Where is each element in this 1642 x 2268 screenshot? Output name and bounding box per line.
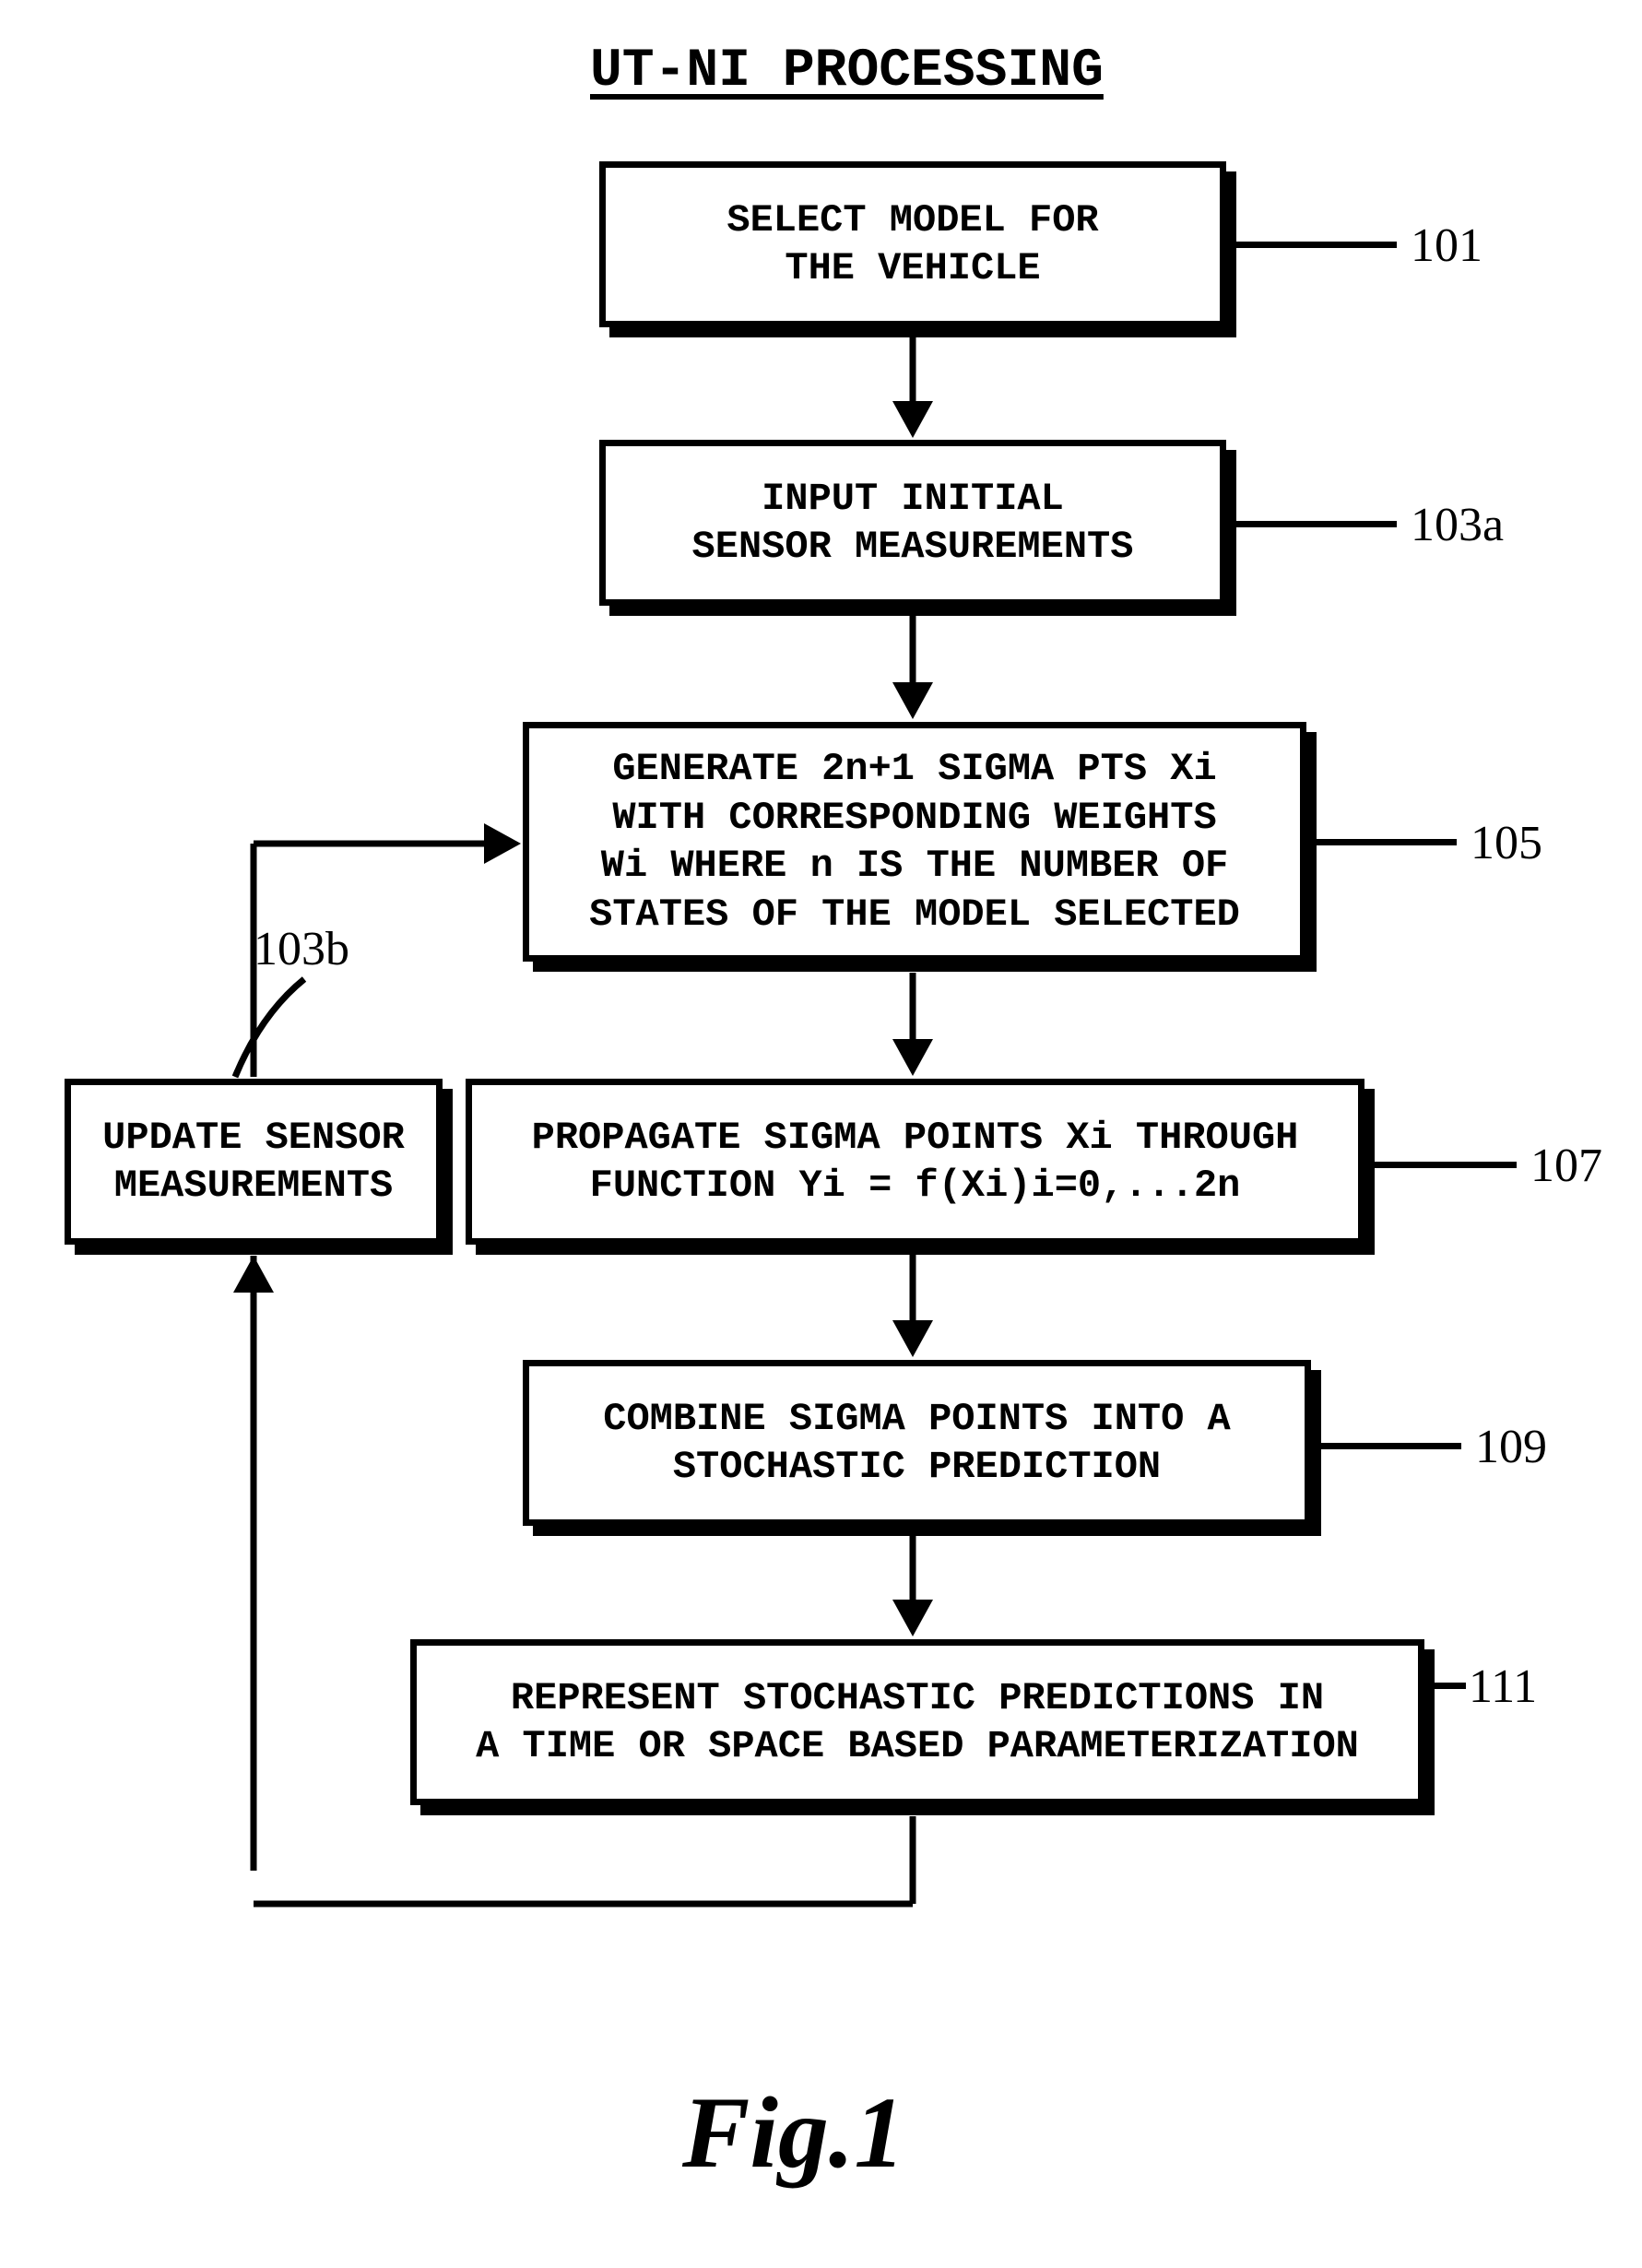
flow-node-n111: REPRESENT STOCHASTIC PREDICTIONS IN A TI… bbox=[410, 1639, 1424, 1805]
flow-node-n105: GENERATE 2n+1 SIGMA PTS Xi WITH CORRESPO… bbox=[523, 722, 1306, 962]
flow-node-n109: COMBINE SIGMA POINTS INTO A STOCHASTIC P… bbox=[523, 1360, 1311, 1526]
figure-caption: Fig.1 bbox=[682, 2074, 904, 2191]
leader-ld109 bbox=[1320, 1443, 1461, 1449]
leader-ld107 bbox=[1374, 1162, 1517, 1168]
leader-ld101 bbox=[1235, 242, 1397, 248]
ref-label-l105: 105 bbox=[1471, 816, 1542, 870]
ref-label-l103a: 103a bbox=[1411, 498, 1504, 552]
ref-label-l103b: 103b bbox=[254, 922, 349, 976]
flow-node-n101: SELECT MODEL FOR THE VEHICLE bbox=[599, 161, 1226, 327]
diagram-title: UT-NI PROCESSING bbox=[590, 41, 1104, 101]
flow-node-n103a: INPUT INITIAL SENSOR MEASUREMENTS bbox=[599, 440, 1226, 606]
ref-label-l109: 109 bbox=[1475, 1420, 1547, 1474]
ref-label-l111: 111 bbox=[1469, 1660, 1537, 1714]
ref-label-l107: 107 bbox=[1530, 1139, 1602, 1193]
ref-label-l101: 101 bbox=[1411, 219, 1483, 273]
flow-node-n103b: UPDATE SENSOR MEASUREMENTS bbox=[65, 1079, 443, 1245]
leader-ld111 bbox=[1434, 1683, 1466, 1689]
flow-node-n107: PROPAGATE SIGMA POINTS Xi THROUGH FUNCTI… bbox=[466, 1079, 1364, 1245]
leader-ld103a bbox=[1235, 521, 1397, 527]
leader-ld105 bbox=[1316, 839, 1457, 845]
